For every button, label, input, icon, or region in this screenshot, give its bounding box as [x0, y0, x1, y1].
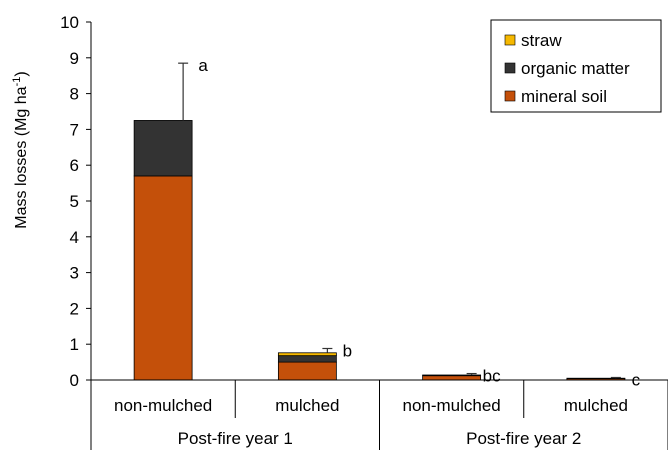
- x-category-label: non-mulched: [114, 396, 212, 415]
- significance-label: b: [343, 341, 352, 360]
- legend-label: mineral soil: [521, 87, 607, 106]
- legend-label: organic matter: [521, 59, 630, 78]
- x-category-label: mulched: [275, 396, 339, 415]
- bar-segment-mineral-soil: [133, 175, 193, 381]
- legend: straw organic matter mineral soil: [490, 19, 662, 113]
- y-tick-label: 3: [70, 264, 79, 283]
- bar-segment-organic-matter: [133, 120, 193, 177]
- legend-swatch-organic-matter: [504, 62, 516, 74]
- significance-label: bc: [483, 367, 501, 386]
- legend-box: [490, 19, 662, 113]
- x-group-label: Post-fire year 2: [466, 429, 581, 448]
- y-tick-label: 8: [70, 85, 79, 104]
- y-tick-label: 5: [70, 192, 79, 211]
- bar-segment-straw: [277, 352, 337, 357]
- legend-swatch-mineral-soil: [504, 90, 516, 102]
- y-tick-label: 1: [70, 335, 79, 354]
- bar-segment-mineral-soil: [422, 375, 482, 381]
- x-group-label: Post-fire year 1: [178, 429, 293, 448]
- x-axis: non-mulched mulched non-mulched mulched Post…: [90, 379, 668, 450]
- x-category-label: mulched: [564, 396, 628, 415]
- y-axis-label: Mass losses (Mg ha-1): [11, 71, 30, 228]
- x-category-label: non-mulched: [402, 396, 500, 415]
- y-tick-label: 0: [70, 371, 79, 390]
- y-tick-label: 7: [70, 120, 79, 139]
- legend-swatch-straw: [504, 34, 516, 46]
- legend-label: straw: [521, 31, 562, 50]
- bar-segment-organic-matter: [422, 374, 482, 377]
- y-tick-label: 10: [60, 13, 79, 32]
- significance-label: a: [198, 56, 208, 75]
- y-tick-label: 4: [70, 228, 79, 247]
- bar-segment-organic-matter: [566, 377, 626, 380]
- bar-segment-organic-matter: [277, 355, 337, 363]
- y-axis: 0 1 2 3 4 5 6 7 8 9 10: [60, 13, 92, 390]
- y-tick-label: 9: [70, 49, 79, 68]
- y-tick-label: 2: [70, 299, 79, 318]
- bar-segment-mineral-soil: [277, 361, 337, 381]
- y-tick-label: 6: [70, 156, 79, 175]
